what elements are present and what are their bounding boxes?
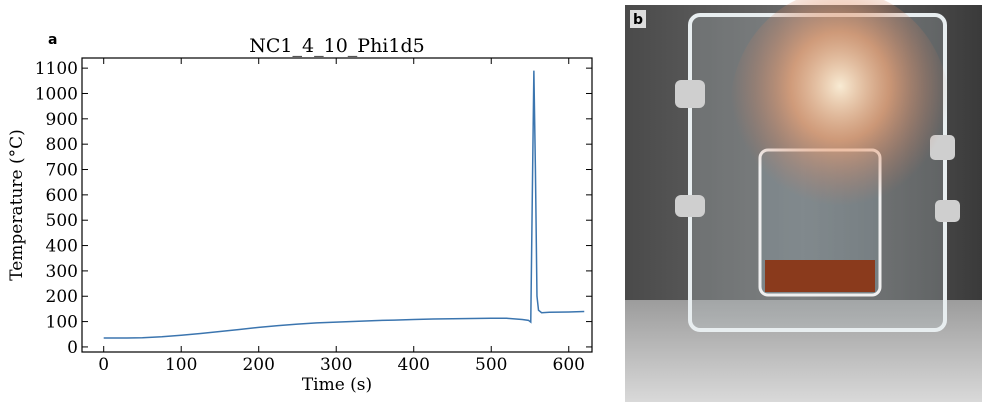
y-tick-label: 500: [46, 211, 78, 231]
x-tick-label: 0: [98, 355, 109, 375]
chart-title: NC1_4_10_Phi1d5: [249, 35, 424, 57]
x-tick-label: 100: [165, 355, 197, 375]
y-tick-label: 1000: [35, 84, 78, 104]
y-tick-label: 600: [46, 186, 78, 206]
y-tick-label: 700: [46, 161, 78, 181]
panel-label-box: [630, 10, 646, 28]
y-tick-label: 800: [46, 135, 78, 155]
y-tick-label: 1100: [35, 59, 78, 79]
y-tick-label: 900: [46, 110, 78, 130]
x-axis-label: Time (s): [302, 375, 372, 395]
panel-label: b: [633, 12, 643, 28]
y-tick-label: 400: [46, 237, 78, 257]
y-tick-label: 200: [46, 287, 78, 307]
x-tick-label: 500: [475, 355, 507, 375]
x-tick-label: 300: [320, 355, 352, 375]
plot-frame: [81, 57, 593, 353]
x-tick-label: 400: [398, 355, 430, 375]
y-tick-label: 0: [67, 338, 78, 358]
y-axis-label: Temperature (°C): [7, 129, 27, 281]
y-tick-label: 100: [46, 313, 78, 333]
panel-label: a: [48, 32, 57, 48]
line: [103, 70, 585, 339]
photo: [625, 0, 982, 402]
y-tick-label: 300: [46, 262, 78, 282]
x-tick-label: 200: [242, 355, 274, 375]
x-tick-label: 600: [553, 355, 585, 375]
